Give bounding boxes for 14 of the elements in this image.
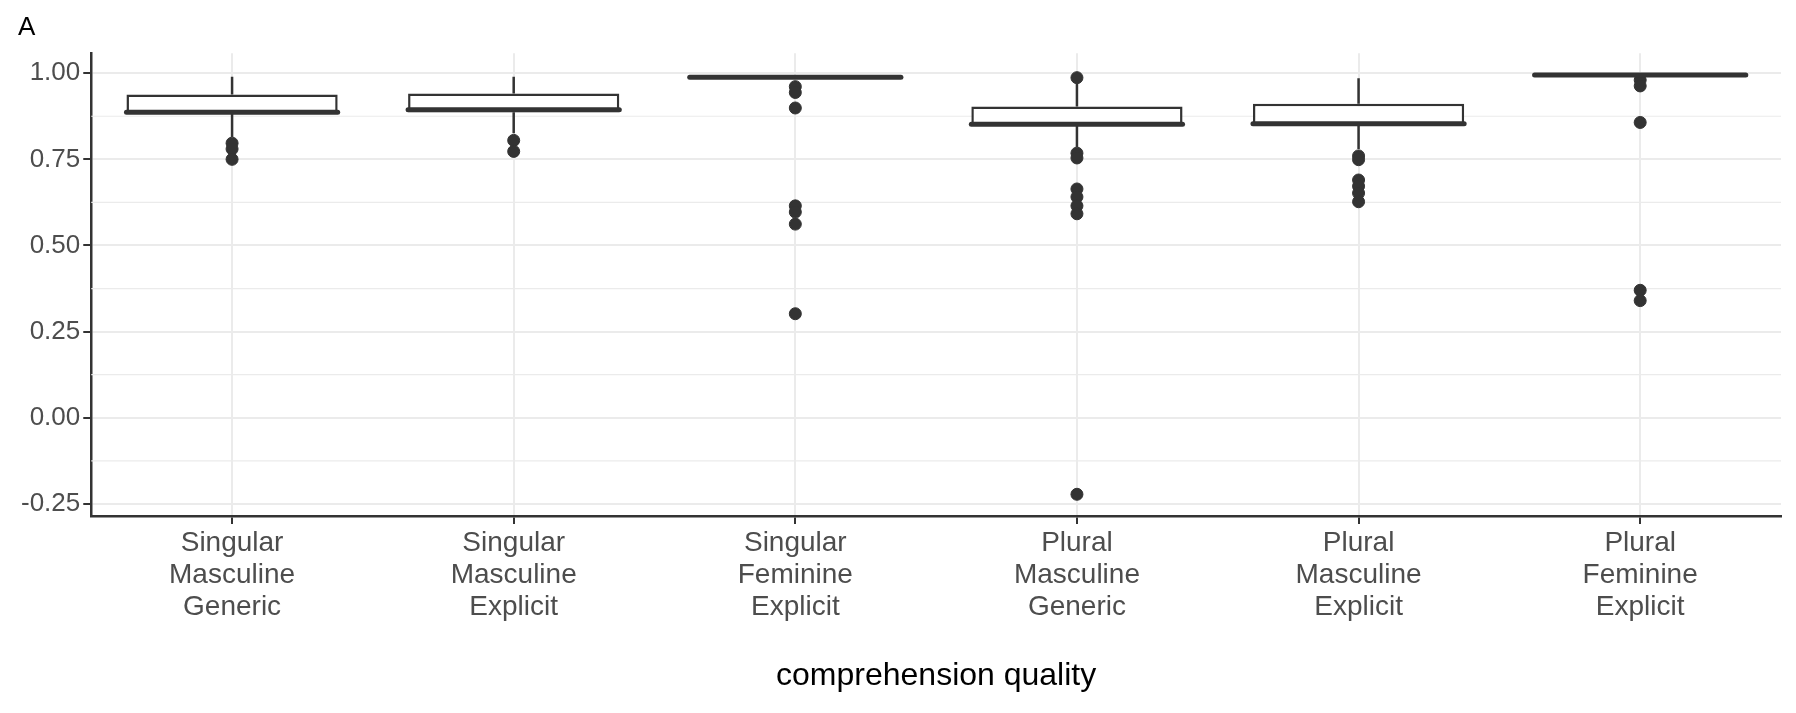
y-tick-label: 0.00: [29, 400, 81, 431]
y-tick-label: 0.25: [29, 314, 81, 345]
x-tick-label: Singular Masculine Explicit: [450, 525, 577, 622]
y-tick-label: 0.75: [29, 142, 81, 173]
chart-title: A: [18, 10, 36, 41]
x-axis-title: comprehension quality: [776, 655, 1097, 692]
y-tick-label: 1.00: [29, 56, 81, 87]
y-tick-label: -0.25: [21, 487, 81, 518]
x-tick-label: Plural Feminine Explicit: [1582, 525, 1698, 622]
x-tick-label: Plural Masculine Explicit: [1295, 525, 1422, 622]
x-tick-label: Singular Feminine Explicit: [737, 525, 853, 622]
x-tick-label: Plural Masculine Generic: [1013, 525, 1140, 622]
y-tick-label: 0.50: [29, 228, 81, 259]
x-tick-label: Singular Masculine Generic: [169, 525, 296, 622]
